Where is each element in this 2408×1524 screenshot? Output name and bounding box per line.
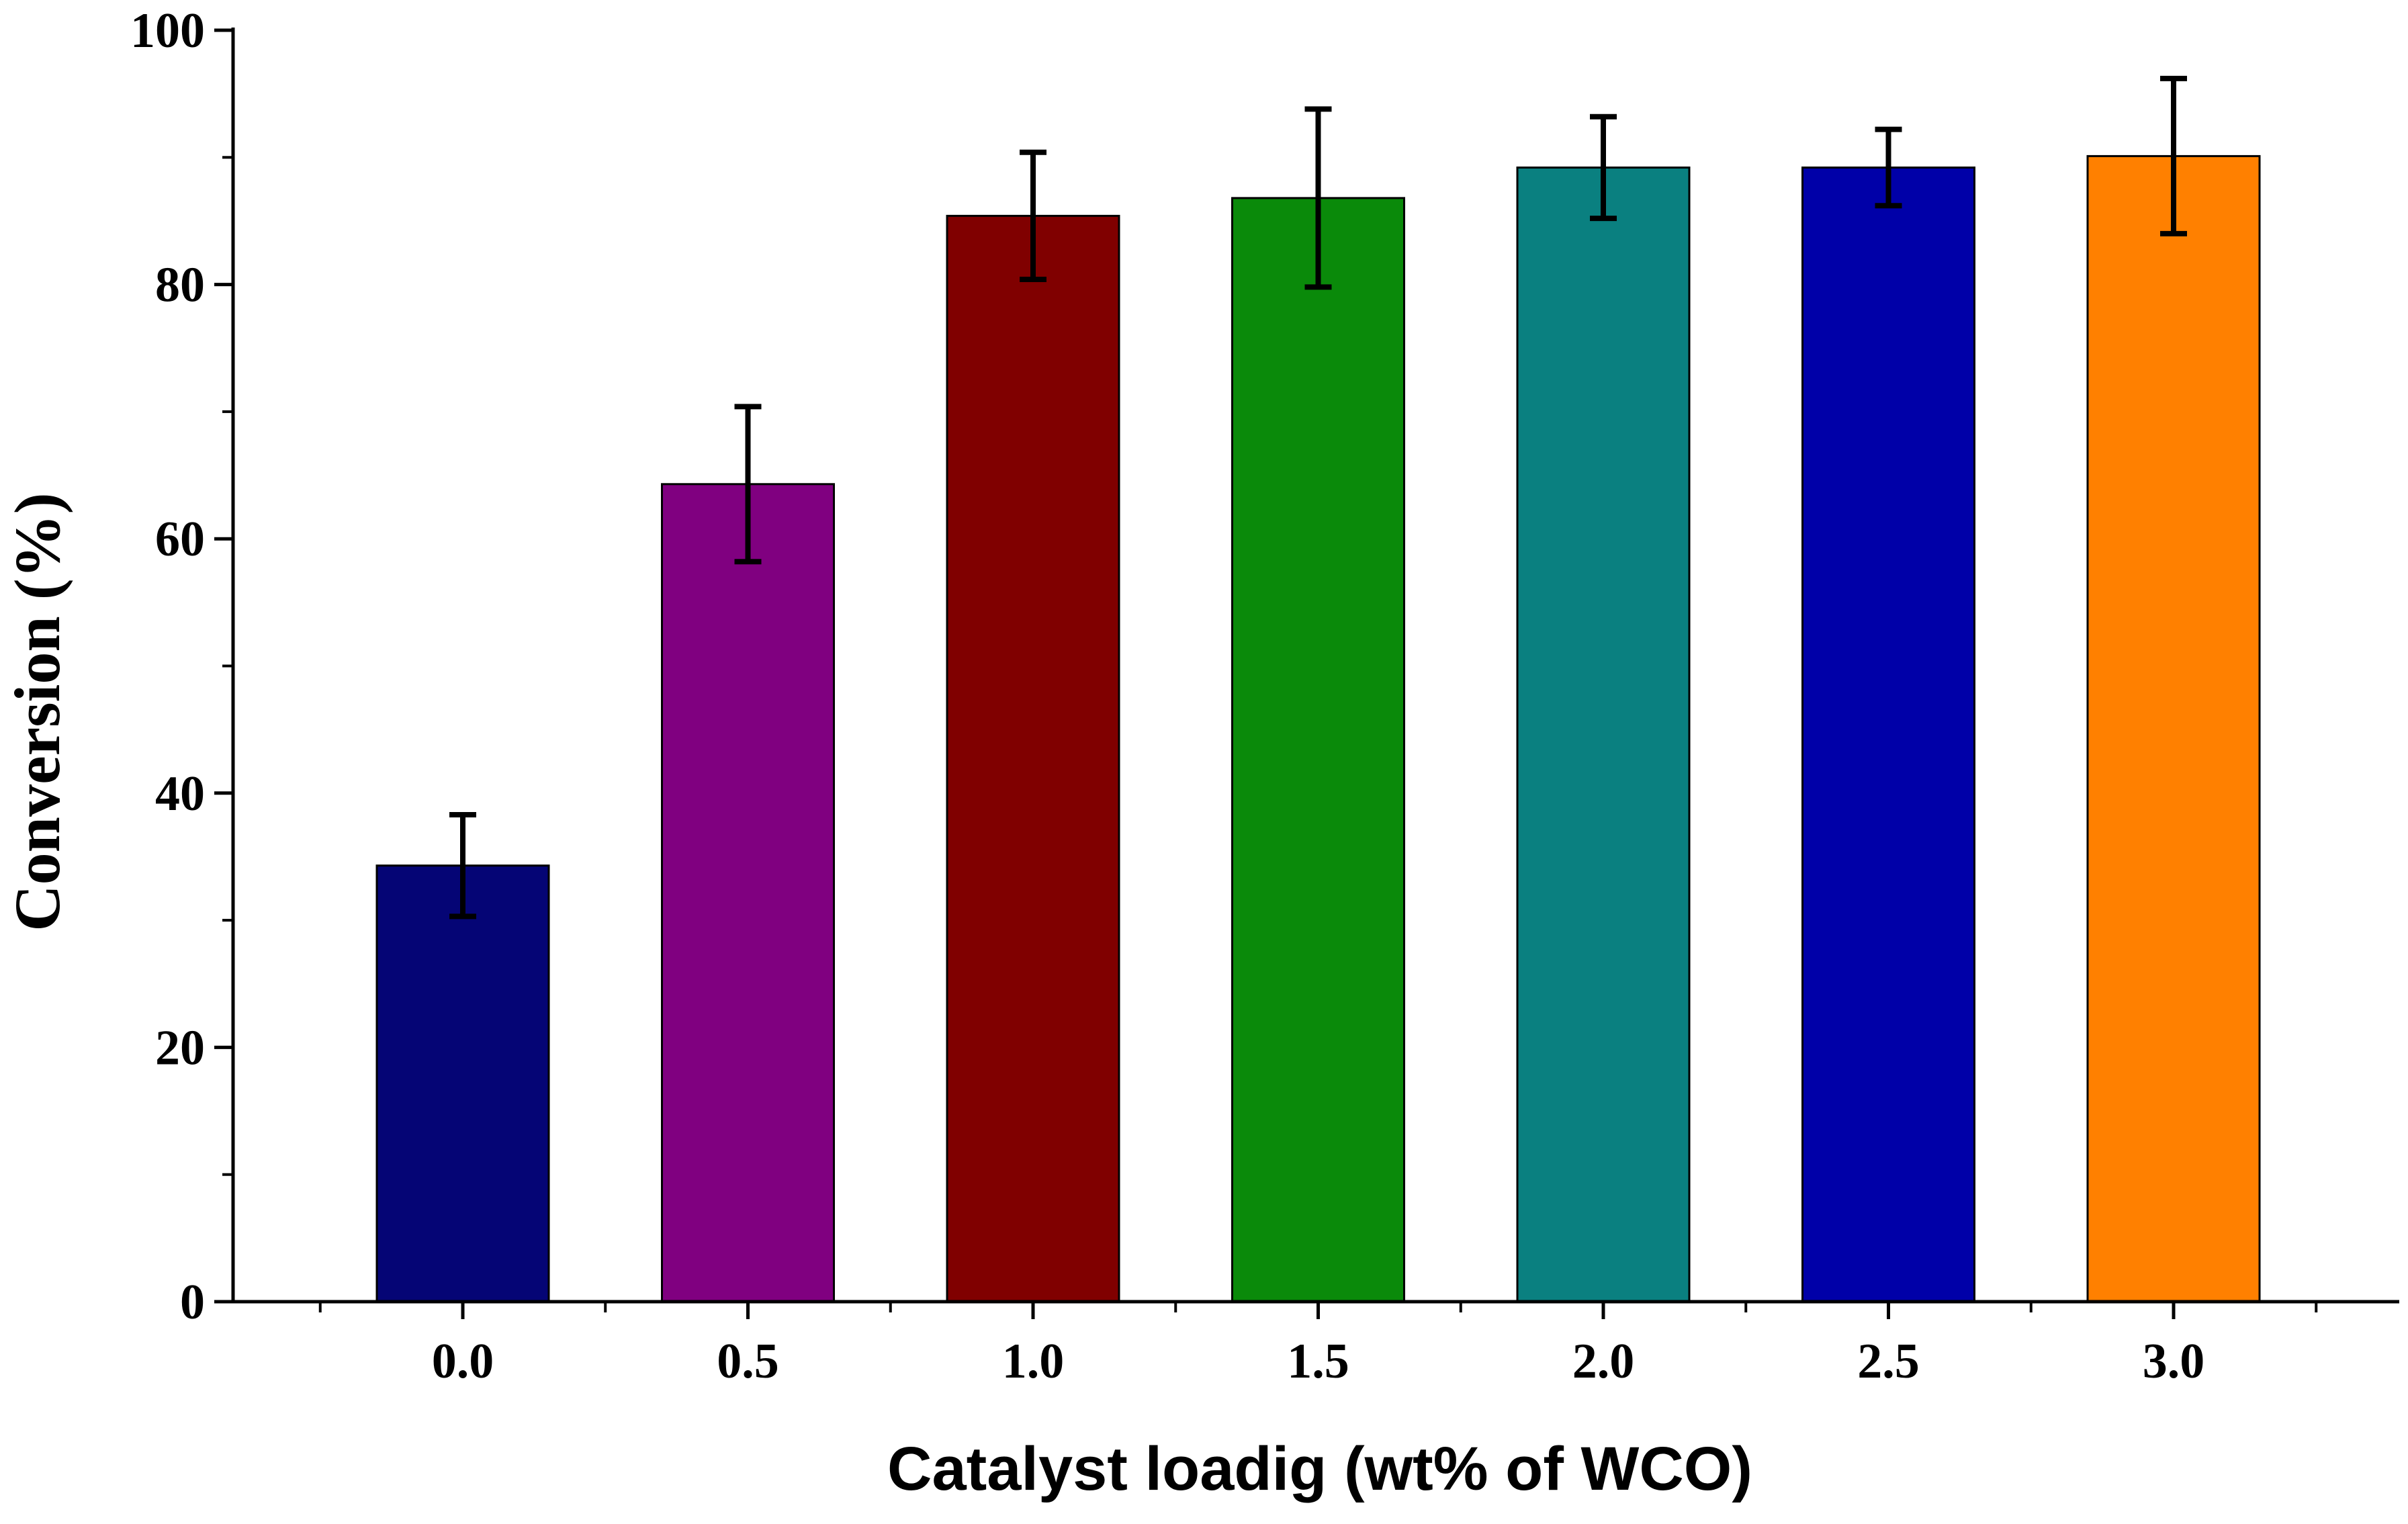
x-axis-title: Catalyst loadig (wt% of WCO) bbox=[887, 1435, 1752, 1503]
labels-layer: 0 20 40 60 80 100 0.0 0.5 1.0 1.5 2.0 2.5 3.0 bbox=[130, 3, 2204, 1389]
bar bbox=[1801, 166, 1975, 1303]
y-tick-label: 100 bbox=[130, 3, 205, 58]
bar bbox=[375, 864, 550, 1303]
bar bbox=[1231, 197, 1405, 1303]
bar bbox=[2086, 154, 2261, 1303]
x-tick-label: 1.0 bbox=[1002, 1334, 1065, 1389]
y-tick-label: 20 bbox=[155, 1020, 205, 1075]
error-bars-layer bbox=[449, 75, 2187, 920]
y-tick-label: 0 bbox=[180, 1275, 205, 1330]
y-tick-label: 40 bbox=[155, 766, 205, 821]
bar bbox=[1516, 166, 1691, 1303]
x-tick-label: 2.5 bbox=[1857, 1334, 1920, 1389]
axes-layer bbox=[214, 28, 2399, 1319]
bars-layer bbox=[375, 154, 2261, 1303]
y-axis-title: Conversion (%) bbox=[1, 492, 73, 931]
y-tick-label: 60 bbox=[155, 512, 205, 567]
x-tick-label: 2.0 bbox=[1572, 1334, 1635, 1389]
bar bbox=[946, 214, 1120, 1303]
x-tick-label: 1.5 bbox=[1287, 1334, 1349, 1389]
x-tick-label: 3.0 bbox=[2143, 1334, 2205, 1389]
x-tick-label: 0.5 bbox=[717, 1334, 779, 1389]
x-tick-label: 0.0 bbox=[432, 1334, 494, 1389]
y-tick-label: 80 bbox=[155, 258, 205, 313]
bar bbox=[661, 483, 835, 1303]
